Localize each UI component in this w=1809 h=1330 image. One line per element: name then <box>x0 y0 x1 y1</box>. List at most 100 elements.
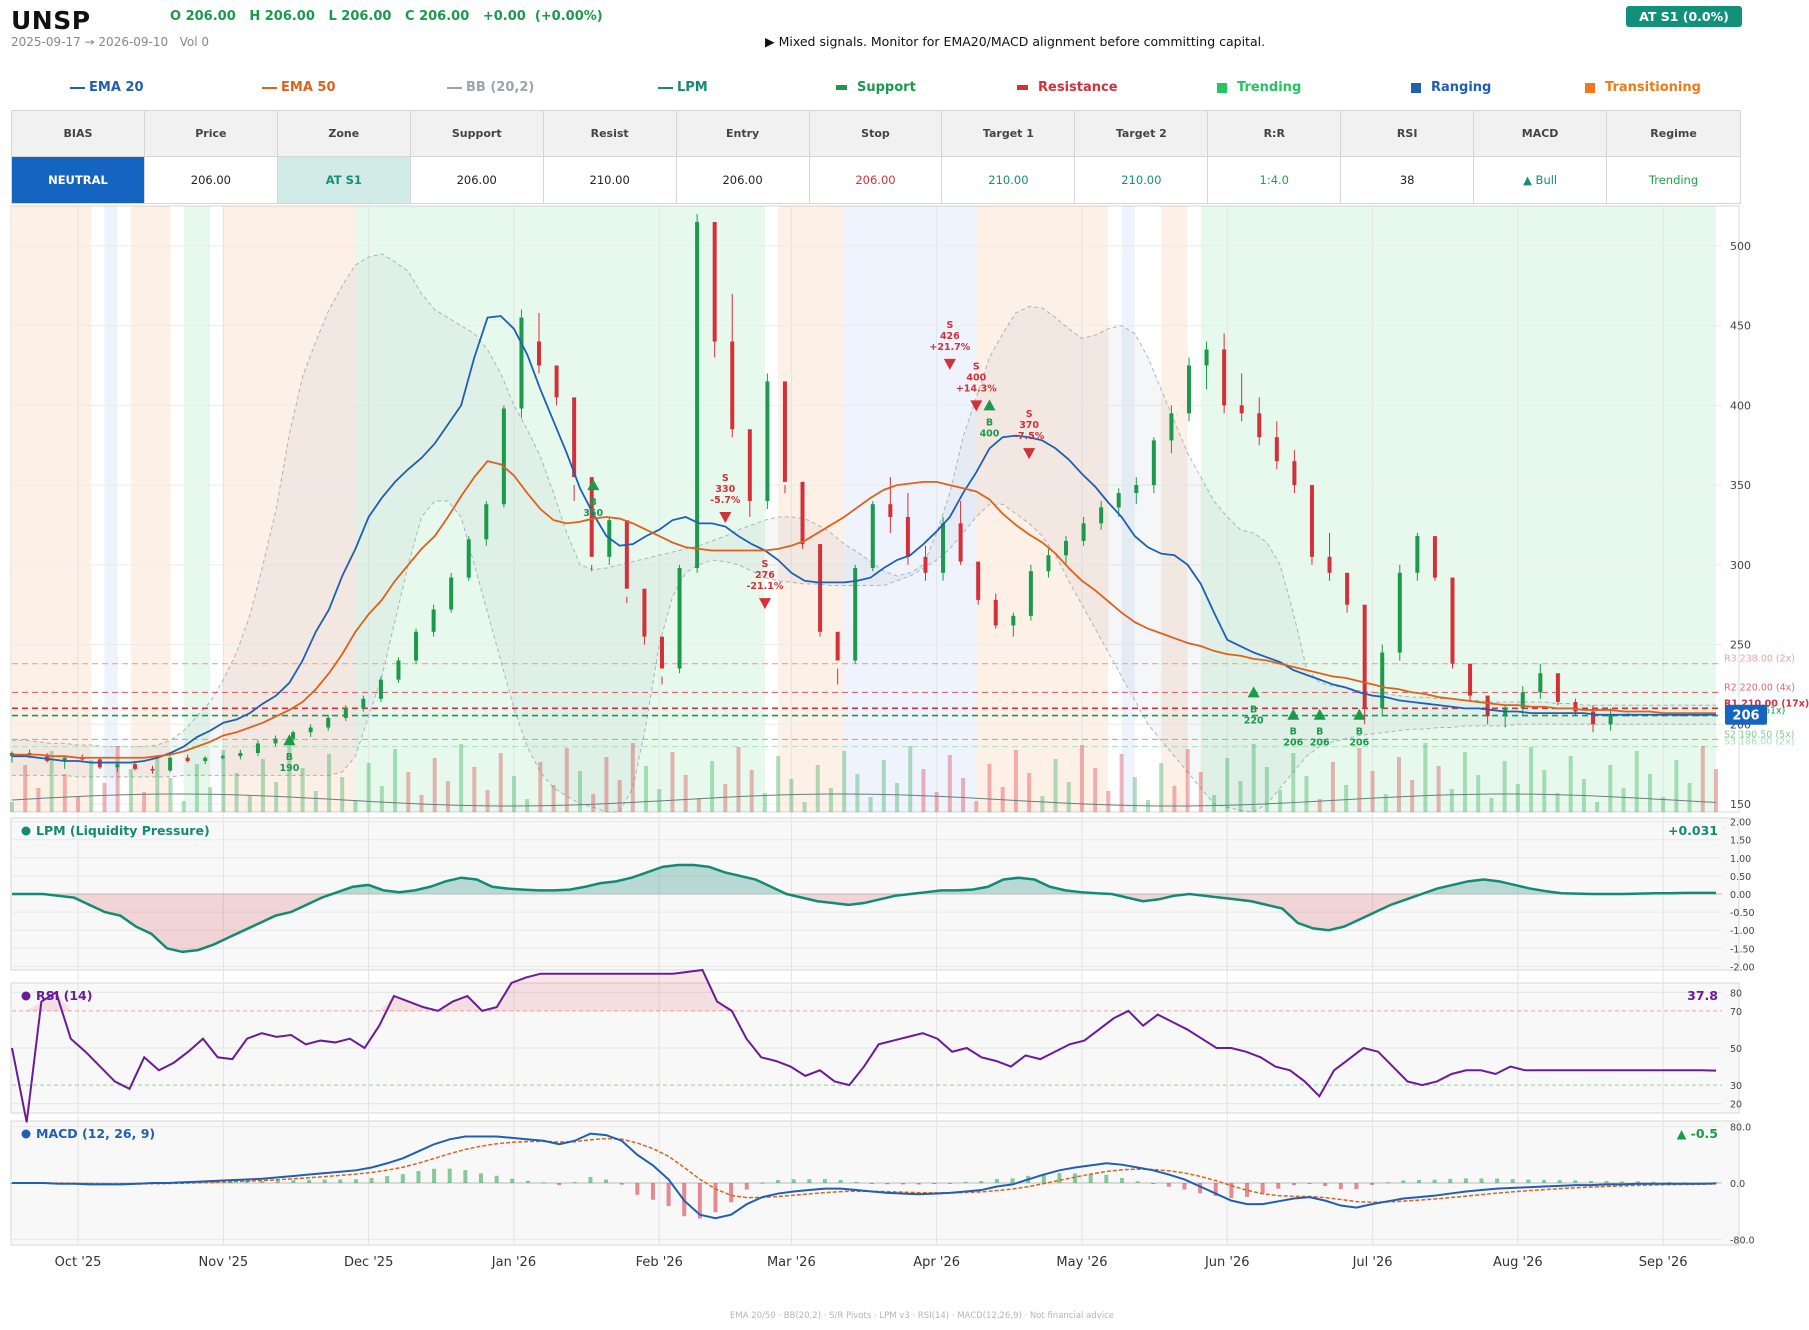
legend-label: Resistance <box>1038 80 1118 95</box>
legend-swatch <box>1585 82 1595 93</box>
macd-histogram-bar <box>447 1168 452 1183</box>
summary-value-target-2: 210.00 <box>1075 157 1209 203</box>
macd-histogram-bar <box>713 1183 718 1213</box>
candle-body <box>870 504 875 569</box>
candle-body <box>835 631 840 661</box>
rsi-value: 37.8 <box>1687 988 1718 1003</box>
macd-histogram-bar <box>760 1182 765 1184</box>
ticker-title: UNSP <box>11 6 91 35</box>
macd-histogram-bar <box>697 1183 702 1219</box>
volume-bar <box>1568 756 1573 812</box>
macd-histogram-bar <box>572 1181 577 1183</box>
volume-bar <box>723 784 728 812</box>
sr-level-label: R3 238.00 (2x) <box>1724 654 1795 665</box>
volume-bar <box>591 794 596 812</box>
candle-body <box>941 523 946 573</box>
macd-histogram-bar <box>494 1175 499 1183</box>
summary-header-regime: Regime <box>1607 111 1740 157</box>
macd-line <box>12 1132 1717 1220</box>
volume-bar <box>459 744 464 812</box>
macd-histogram-bar <box>1135 1181 1140 1183</box>
lpm-y-tick: 0.00 <box>1730 890 1751 901</box>
bollinger-band-fill <box>12 253 1716 812</box>
signal-label: 426 <box>940 331 960 342</box>
candle-body <box>747 429 752 502</box>
candle-body <box>853 568 858 661</box>
volume-bar <box>393 749 398 812</box>
lpm-line <box>12 863 1717 954</box>
y-tick-label: 150 <box>1730 798 1751 811</box>
volume-bar <box>908 746 913 812</box>
panel-price-frame <box>10 205 1740 813</box>
volume-bar <box>353 800 358 812</box>
x-tick-label: Sep '26 <box>1639 1255 1688 1270</box>
signal-label: +14.3% <box>956 383 997 394</box>
x-tick-label: Dec '25 <box>344 1255 393 1270</box>
candle-body <box>572 397 577 478</box>
sell-signal-marker <box>970 400 983 412</box>
volume-bar <box>142 792 147 812</box>
footer-note: EMA 20/50 · BB(20,2) · S/R Pivots · LPM … <box>729 1311 1114 1321</box>
candle-body <box>1450 577 1455 664</box>
volume-bar <box>1159 763 1164 812</box>
regime-band-transitioning <box>12 206 92 812</box>
volume-bar <box>538 762 543 812</box>
macd-histogram-bar <box>307 1179 312 1183</box>
y-tick-label: 500 <box>1730 240 1751 253</box>
macd-histogram-bar <box>619 1183 624 1185</box>
candle-body <box>1380 652 1385 709</box>
volume-bar <box>1251 744 1256 812</box>
legend-swatch <box>1217 82 1227 93</box>
macd-histogram-bar <box>400 1174 405 1183</box>
x-tick-label: Oct '25 <box>55 1255 102 1270</box>
volume-bar <box>895 783 900 812</box>
candle-body <box>1538 673 1543 693</box>
macd-histogram-bar <box>1245 1183 1250 1197</box>
macd-histogram-bar <box>854 1181 859 1183</box>
signal-label: 220 <box>1244 715 1264 726</box>
volume-bar <box>802 802 807 812</box>
sr-level-label: R2 220.00 (4x) <box>1724 682 1795 693</box>
macd-histogram-bar <box>1088 1174 1093 1183</box>
date-range: 2025-09-17 → 2026-09-10 Vol 0 <box>11 35 210 49</box>
volume-bar <box>300 768 305 812</box>
macd-histogram-bar <box>1307 1183 1312 1184</box>
volume-bar <box>366 763 371 812</box>
candle-body <box>554 365 559 398</box>
macd-histogram-bar <box>1276 1183 1281 1189</box>
regime-band-transitioning <box>130 206 171 812</box>
legend-label: Support <box>857 80 916 95</box>
volume-bar <box>36 788 41 812</box>
candle-body <box>905 516 910 557</box>
candle-body <box>168 757 173 771</box>
volume-bar <box>1396 757 1401 812</box>
candle-body <box>1081 523 1086 541</box>
summary-value-stop: 206.00 <box>809 157 943 203</box>
candle-body <box>291 732 296 739</box>
volume-bar <box>710 761 715 812</box>
candle-body <box>765 381 770 502</box>
macd-histogram-bar <box>557 1183 562 1186</box>
macd-histogram-bar <box>635 1183 640 1195</box>
legend-item-ranging: Ranging <box>1411 80 1491 95</box>
x-tick-label: Jun '26 <box>1204 1255 1250 1270</box>
volume-bar <box>855 774 860 812</box>
volume-bar <box>287 745 292 812</box>
legend-swatch <box>836 85 847 90</box>
summary-header-r-r: R:R <box>1208 111 1342 157</box>
price-chart: Oct '25 Nov '25 Dec '25 Jan '26 Feb '26 Mar '… <box>10 205 1809 1270</box>
macd-histogram-bar <box>1323 1183 1328 1187</box>
volume-bar <box>1198 772 1203 812</box>
candle-body <box>62 757 67 761</box>
bb-lower-line <box>12 500 1716 813</box>
summary-header-resist: Resist <box>543 111 677 157</box>
volume-bar <box>274 782 279 812</box>
signal-label: B <box>1316 727 1323 738</box>
candle-body <box>712 221 717 342</box>
signal-label: +21.7% <box>929 342 970 353</box>
volume-bar <box>1674 760 1679 812</box>
volume-bar <box>10 802 14 812</box>
volume-bar <box>789 779 794 812</box>
candle-body <box>1309 485 1314 557</box>
summary-header-rsi: RSI <box>1341 111 1475 157</box>
